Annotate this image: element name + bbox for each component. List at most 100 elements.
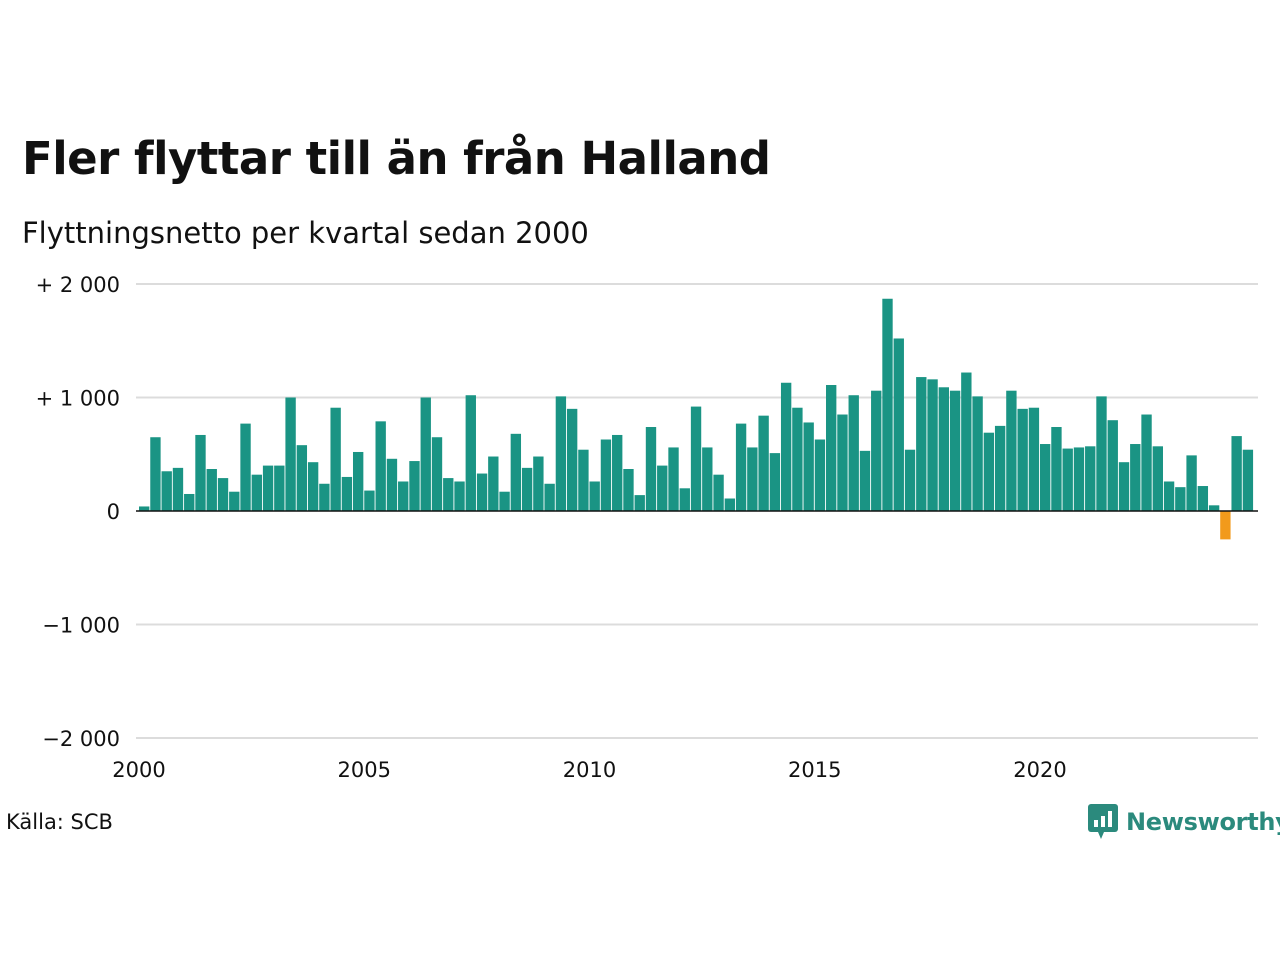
bar [330,407,341,511]
bar [150,437,161,511]
bar [1118,462,1130,511]
bar [972,396,983,511]
bar [668,447,679,511]
bar [409,461,420,511]
bar [420,397,431,511]
bar [1085,446,1096,511]
bar [589,481,600,511]
bar [1208,505,1220,511]
bar [848,395,859,511]
newsworthy-logo-icon [1088,804,1118,839]
bar [1175,487,1186,511]
bar [251,474,262,511]
bar [645,427,657,511]
bar [499,491,510,511]
bar [240,423,251,511]
bar [1107,420,1118,511]
x-tick-label: 2000 [112,758,165,782]
bar [893,338,904,511]
bar [285,397,296,511]
bar [274,465,285,511]
bar [454,481,465,511]
bar [690,406,702,511]
bar [927,379,938,511]
bar [139,506,150,511]
bar [386,458,398,511]
y-tick-label: 0 [107,500,120,524]
bar [465,395,476,511]
x-tick-label: 2020 [1013,758,1066,782]
bar [476,473,488,511]
bar [735,423,747,511]
bar [195,434,206,511]
bar [961,372,972,511]
y-axis-labels: + 2 000 + 1 000 0 −1 000 −2 000 [36,273,120,751]
bar [623,469,634,511]
y-tick-label: −1 000 [42,614,120,638]
bar [837,414,848,511]
bar [747,447,758,511]
bar [488,456,499,511]
bar [307,462,319,511]
bar [769,453,781,511]
bar [217,478,229,511]
bar [352,451,364,511]
bar [555,396,567,511]
bar [431,437,443,511]
y-tick-label: + 2 000 [36,273,120,297]
bar [375,421,386,511]
bar [1062,448,1073,511]
bar [443,478,454,511]
newsworthy-logo: Newsworthy [1088,803,1280,841]
bar [916,377,927,511]
bar [262,465,274,511]
bar [882,298,893,511]
bar [859,450,871,511]
bar [826,385,837,511]
bar [521,467,533,511]
bars [139,298,1254,540]
bar [229,491,240,511]
x-tick-label: 2005 [338,758,391,782]
bar [1220,511,1231,540]
bar [1242,449,1254,511]
bar [1141,414,1152,511]
y-tick-label: + 1 000 [36,387,120,411]
bar [758,415,769,511]
y-tick-label: −2 000 [42,727,120,751]
bar [1073,447,1085,511]
bar [319,483,330,511]
bar [161,471,172,511]
bar [1051,427,1062,511]
bar [533,456,544,511]
bar [172,467,184,511]
bar [1197,486,1209,511]
bar [938,387,949,511]
bar [510,433,522,511]
bar [871,390,882,511]
source-note: Källa: SCB [6,810,113,834]
bar [364,490,375,511]
bar [949,390,961,511]
bar [994,425,1006,512]
x-axis-labels: 2000 2005 2010 2015 2020 [112,758,1066,782]
gridlines [136,283,1258,739]
bar [1186,455,1197,511]
bar [1096,396,1107,511]
bar [296,445,308,511]
bar [1231,436,1242,511]
x-tick-label: 2010 [563,758,616,782]
bar [1152,446,1163,511]
bar [1028,407,1040,511]
bar [544,483,555,511]
chart-subtitle: Flyttningsnetto per kvartal sedan 2000 [22,216,589,250]
bar [904,449,916,511]
bar-chart: + 2 000 + 1 000 0 −1 000 −2 000 2000 2005 2010… [36,273,1258,782]
bar [803,422,814,511]
bar [600,439,612,511]
bar [814,439,826,511]
bar [341,476,353,511]
bar [657,465,668,511]
x-tick-label: 2015 [788,758,841,782]
bar [724,498,736,511]
